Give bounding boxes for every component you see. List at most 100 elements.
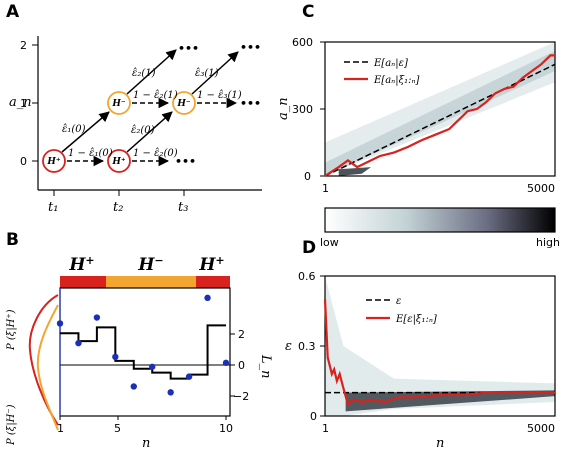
observation-dot <box>167 389 174 396</box>
panel-d-ytick-06: 0.6 <box>298 270 316 283</box>
ellipsis-3: ••• <box>240 97 261 110</box>
panel-c-xtick-5000: 5000 <box>527 182 555 195</box>
panel-d-xlabel: n <box>436 436 444 451</box>
epsilon-density-shading <box>325 276 555 416</box>
panel-d-ylabel: ε <box>285 339 292 354</box>
observation-dot <box>149 363 156 370</box>
node-minus-t2 <box>107 91 131 115</box>
ellipsis-2: ••• <box>240 41 261 54</box>
panel-d-legend: ε E[ε|ξ₁:ₙ] <box>366 296 437 325</box>
panel-d-series <box>323 299 555 407</box>
header-label-plus-2: H+ <box>198 254 224 276</box>
panel-b-xtick-1: 1 <box>57 422 64 435</box>
panel-c-ylabel: a_n <box>276 97 291 120</box>
posterior-density-shading <box>325 42 555 176</box>
panel-b-ylabel: L_n <box>258 354 273 379</box>
panel-a-xtick-t1: t₁ <box>48 200 58 215</box>
panel-c-label: C <box>302 2 314 22</box>
panel-a-xtick-t3: t₃ <box>178 200 188 215</box>
panel-a-ytick-2: 2 <box>20 39 27 52</box>
density-band-inner <box>325 50 555 176</box>
panel-a: A a_n 0 1 2 t₁ t₂ t₃ H⁺ H⁻ H⁺ H⁻ ε <box>6 2 262 215</box>
panel-c-legend-2: E[aₙ|ξ₁:ₙ] <box>373 75 420 86</box>
observation-dot <box>130 383 137 390</box>
edge-up-2 <box>126 49 177 95</box>
header-seg-minus <box>106 276 196 288</box>
panel-d: D 0 0.3 0.6 ε 1 5000 n ε E[ε|ξ₁:ₙ] <box>285 238 556 451</box>
observation-dot <box>93 314 101 321</box>
edge-up-3 <box>126 111 173 153</box>
observation-dot <box>185 373 193 380</box>
panel-c-xtick-1: 1 <box>322 182 329 195</box>
edge-label-8: 1 − ε̂₃(1) <box>197 90 242 101</box>
panel-d-label: D <box>302 238 316 258</box>
node-minus-t3 <box>172 91 196 115</box>
panel-c-ytick-0: 0 <box>304 170 311 183</box>
node-minus-t2-label: H⁻ <box>111 99 126 109</box>
edge-label-1: ε̂₁(0) <box>62 124 86 135</box>
header-label-minus: H− <box>137 254 163 276</box>
eps-band-outer <box>325 276 555 416</box>
panel-a-ytick-1: 1 <box>20 97 27 110</box>
panel-b-axes <box>59 287 231 417</box>
header-seg-plus-1 <box>60 276 106 288</box>
edge-up-1 <box>61 111 110 153</box>
panel-b-xtick-10: 10 <box>219 422 233 435</box>
ellipsis-4: ••• <box>175 155 196 168</box>
observation-dot <box>112 353 119 361</box>
observation-dot <box>204 294 211 302</box>
panel-b-ytick-2: 2 <box>238 328 245 341</box>
series-expected-given-eps <box>324 63 556 177</box>
node-plus-t1-label: H⁺ <box>46 157 61 167</box>
series-expected-given-obs <box>324 54 555 177</box>
series-estimated-eps <box>323 299 555 407</box>
panel-a-label: A <box>6 2 20 22</box>
panel-d-ytick-03: 0.3 <box>298 340 316 353</box>
density-band-dark <box>338 167 371 176</box>
colorbar-gradient <box>324 207 556 233</box>
edge-label-7: ε̂₃(1) <box>195 68 219 79</box>
node-plus-t1 <box>42 149 66 173</box>
node-minus-t3-label: H⁻ <box>176 99 191 109</box>
panel-d-legend-1: ε <box>396 296 401 307</box>
eps-band-dark <box>345 390 555 412</box>
density-plus-label: P (ξ|H⁺) <box>6 309 17 351</box>
observation-dot <box>75 339 82 347</box>
panel-c-series <box>324 54 556 177</box>
panel-a-xtick-t2: t₂ <box>113 200 123 215</box>
density-minus-label: P (ξ|H⁻) <box>6 404 17 446</box>
panel-b-xlabel: n <box>142 436 150 451</box>
colorbar: low high <box>320 207 560 249</box>
panel-c: C 0 300 600 a_n 1 5000 E[aₙ|ε] E[aₙ|ξ₁:ₙ… <box>276 2 556 195</box>
observation-dot <box>222 359 230 367</box>
panel-b-ytick-0: 0 <box>238 359 245 372</box>
edge-label-3: ε̂₂(1) <box>132 68 156 79</box>
edge-label-2: 1 − ε̂₁(0) <box>68 148 113 159</box>
node-plus-t2-label: H⁺ <box>111 157 126 167</box>
panel-b-xtick-5: 5 <box>114 422 121 435</box>
panel-d-xtick-5000: 5000 <box>527 422 555 435</box>
ellipsis-1: ••• <box>178 42 199 55</box>
panel-b-label: B <box>6 230 19 250</box>
edge-label-6: 1 − ε̂₂(0) <box>133 148 178 159</box>
panel-b-ytick-m2: −2 <box>233 390 249 403</box>
edge-label-5: ε̂₂(0) <box>131 125 155 136</box>
observation-dot <box>56 320 64 327</box>
panel-b: B H+ H− H+ P (ξ|H⁺) P (ξ|H⁻) 2 0 −2 L_n … <box>6 230 273 451</box>
edge-label-4: 1 − ε̂₂(1) <box>133 90 178 101</box>
panel-d-legend-2: E[ε|ξ₁:ₙ] <box>395 314 437 325</box>
panel-d-xtick-1: 1 <box>322 422 329 435</box>
panel-c-ytick-600: 600 <box>292 36 313 49</box>
llr-step-path <box>60 324 226 380</box>
observation-dots <box>56 294 230 396</box>
llr-step-line <box>60 324 226 380</box>
colorbar-low-label: low <box>320 236 339 249</box>
panel-c-legend: E[aₙ|ε] E[aₙ|ξ₁:ₙ] <box>344 58 420 86</box>
node-plus-t2 <box>107 149 131 173</box>
panel-a-ylabel: a_n <box>9 95 32 110</box>
header-label-plus-1: H+ <box>68 254 94 276</box>
colorbar-high-label: high <box>536 236 560 249</box>
edge-up-4 <box>191 51 239 95</box>
panel-c-legend-1: E[aₙ|ε] <box>373 58 408 69</box>
